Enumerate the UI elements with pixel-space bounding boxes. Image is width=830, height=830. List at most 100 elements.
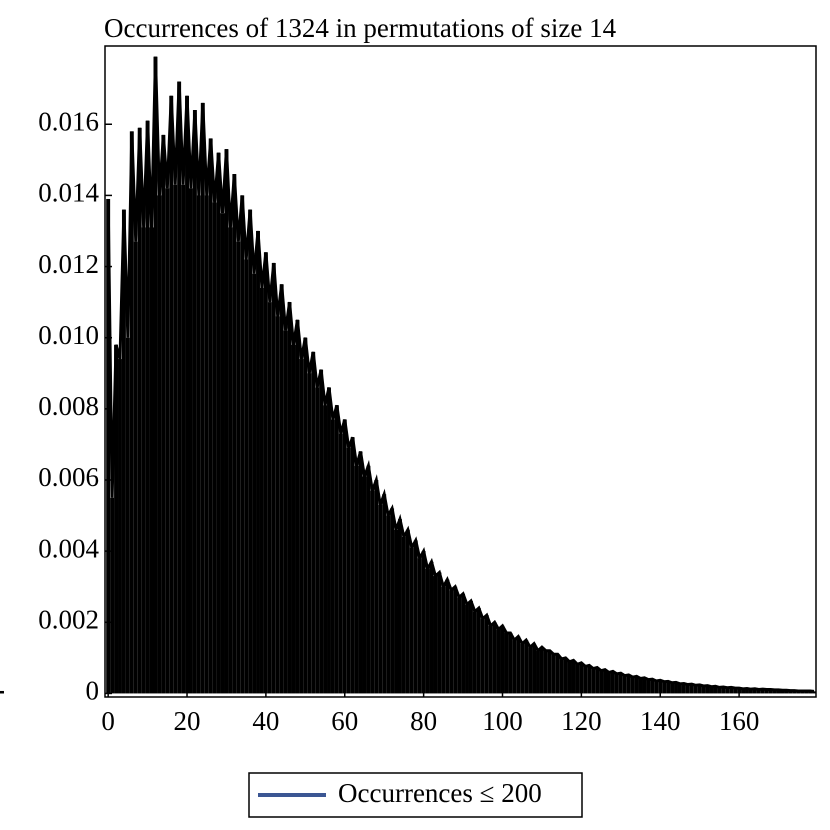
bar <box>429 561 434 694</box>
bar <box>256 230 260 694</box>
bar <box>110 497 115 694</box>
bar <box>433 576 438 694</box>
bar <box>713 686 718 694</box>
bar <box>327 387 331 694</box>
bar <box>271 263 276 694</box>
bar <box>121 209 126 694</box>
bar <box>319 369 324 694</box>
bar <box>760 689 765 694</box>
bar <box>539 647 544 694</box>
bar <box>216 152 221 694</box>
bar <box>421 551 426 694</box>
bar <box>642 677 647 694</box>
bar <box>772 689 777 694</box>
bar <box>196 195 201 694</box>
bar <box>756 689 761 694</box>
bar <box>646 679 651 694</box>
bar <box>208 138 213 694</box>
bar <box>638 678 643 694</box>
bar <box>165 188 170 694</box>
bar <box>595 667 600 694</box>
y-tick-label: 0 <box>86 676 100 706</box>
bar <box>472 611 477 694</box>
bar <box>559 658 564 694</box>
bar <box>500 625 505 694</box>
bar <box>240 195 245 694</box>
bar <box>543 650 548 694</box>
bar <box>618 673 623 694</box>
bar <box>169 95 174 694</box>
bar <box>666 681 671 694</box>
bar <box>492 622 497 694</box>
bar <box>137 127 142 694</box>
bar <box>551 654 556 694</box>
bar <box>133 241 138 694</box>
bar <box>259 287 264 694</box>
bar <box>118 359 122 694</box>
bar <box>334 405 339 694</box>
bar <box>161 134 166 694</box>
bar <box>764 689 769 694</box>
bar <box>145 120 150 694</box>
bar <box>532 643 537 694</box>
bar <box>244 259 249 694</box>
bar <box>587 665 592 694</box>
bar <box>181 184 186 694</box>
bar <box>299 359 304 694</box>
bar <box>468 600 473 694</box>
bar <box>725 687 730 694</box>
y-tick-label: 0.016 <box>38 106 99 136</box>
bar <box>275 316 280 694</box>
y-tick-label: 0.002 <box>38 604 99 634</box>
bar <box>508 632 513 694</box>
bar <box>575 664 580 694</box>
plot-marks <box>0 56 816 694</box>
bar <box>524 640 529 694</box>
bar <box>125 337 130 694</box>
x-tick-label: 60 <box>331 706 358 736</box>
y-tick-label: 0.014 <box>38 178 99 208</box>
bar <box>279 284 284 694</box>
bar <box>224 149 229 694</box>
bar <box>697 684 702 694</box>
bar <box>185 95 189 694</box>
bar <box>512 640 517 694</box>
bar <box>401 536 406 694</box>
bar <box>236 241 241 694</box>
bar <box>232 174 237 694</box>
bar <box>461 593 466 694</box>
x-tick-label: 0 <box>101 706 115 736</box>
bar <box>157 195 162 694</box>
bar <box>480 618 485 694</box>
bar <box>129 131 134 694</box>
bar <box>599 670 604 694</box>
x-tick-label: 160 <box>719 706 760 736</box>
bar <box>780 690 785 694</box>
bar <box>338 433 343 694</box>
bar <box>263 252 268 694</box>
bar <box>555 654 560 694</box>
bar <box>204 195 209 694</box>
bar <box>374 480 379 694</box>
bar <box>114 344 119 694</box>
bar <box>409 547 414 694</box>
bar <box>504 632 509 694</box>
bar <box>705 685 710 694</box>
bar <box>323 405 328 694</box>
bar <box>662 681 667 694</box>
bar <box>252 273 257 694</box>
bar <box>701 685 706 694</box>
bar <box>784 690 789 694</box>
bar <box>603 669 607 694</box>
bar <box>370 490 375 694</box>
bar <box>141 227 146 694</box>
bar <box>188 188 193 694</box>
bar <box>685 684 690 694</box>
bar <box>441 586 446 694</box>
bar <box>729 687 734 694</box>
bar <box>405 529 410 694</box>
bar <box>382 494 387 694</box>
bar <box>291 344 296 694</box>
bar <box>745 688 749 694</box>
